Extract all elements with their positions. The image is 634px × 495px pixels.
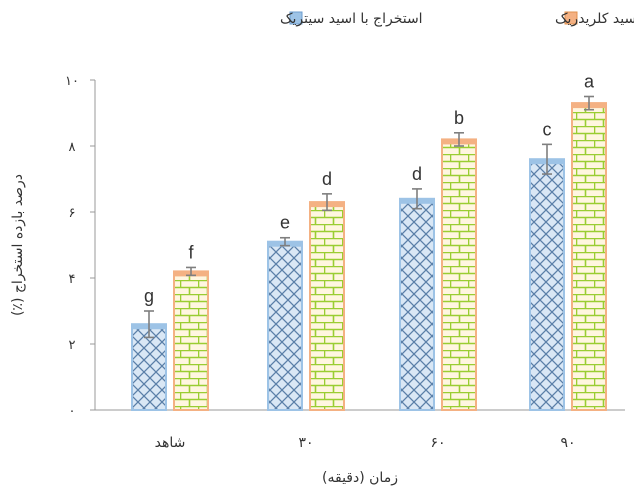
- legend-swatch-citric: [289, 11, 303, 25]
- legend-swatch-hydrochloric: [564, 11, 578, 25]
- y-axis-title: درصد بازده استخراج (٪): [10, 174, 26, 316]
- significance-letter: d: [322, 169, 332, 189]
- significance-letter: d: [412, 164, 422, 184]
- x-tick-label: ۶۰: [430, 435, 445, 451]
- significance-letter: f: [188, 242, 194, 262]
- x-axis-title: زمان (دقیقه): [322, 470, 398, 486]
- error-bar: [186, 266, 196, 277]
- bar-hydrochloric-0: [173, 270, 209, 411]
- error-bar: [542, 143, 552, 175]
- error-bar: [584, 95, 594, 111]
- error-bar: [144, 310, 154, 339]
- legend-label-citric: استخراج با اسید سیتریک: [280, 11, 423, 27]
- significance-letter: e: [280, 213, 290, 233]
- error-bar: [322, 193, 332, 212]
- y-tick-label: ۶: [69, 206, 76, 221]
- error-bar: [454, 132, 464, 147]
- bar-citric-3: [529, 158, 565, 411]
- error-bar: [280, 236, 290, 247]
- y-tick-label: ۴: [69, 272, 76, 287]
- y-tick-labels: ۰ ۲ ۴ ۶ ۸ ۱۰: [65, 74, 79, 419]
- x-tick-label: ۳۰: [298, 435, 313, 451]
- y-tick-label: ۸: [69, 140, 76, 155]
- y-tick-marks: [90, 79, 95, 411]
- significance-letter: a: [584, 72, 595, 92]
- legend: استخراج با اسید کلریدریک استخراج با اسید…: [280, 11, 634, 27]
- x-tick-label: ۹۰: [560, 435, 575, 451]
- y-tick-label: ۱۰: [65, 74, 79, 89]
- bar-hydrochloric-3: [571, 102, 607, 411]
- significance-letter: g: [144, 286, 154, 306]
- bar-citric-1: [267, 240, 303, 411]
- bar-citric-2: [399, 197, 435, 411]
- bars: [131, 102, 607, 412]
- bar-hydrochloric-2: [441, 138, 477, 411]
- legend-label-hydrochloric: استخراج با اسید کلریدریک: [555, 11, 634, 27]
- error-bars: [144, 95, 594, 339]
- bar-hydrochloric-1: [309, 201, 345, 411]
- significance-letter: c: [543, 119, 552, 139]
- bar-citric-0: [131, 323, 167, 412]
- x-tick-label: شاهد: [155, 435, 186, 451]
- significance-labels: g f e d d b c a: [144, 72, 595, 307]
- y-tick-label: ۰: [69, 404, 76, 419]
- x-tick-labels: شاهد ۳۰ ۶۰ ۹۰: [155, 435, 576, 451]
- error-bar: [412, 188, 422, 210]
- significance-letter: b: [454, 108, 464, 128]
- y-tick-label: ۲: [69, 338, 76, 353]
